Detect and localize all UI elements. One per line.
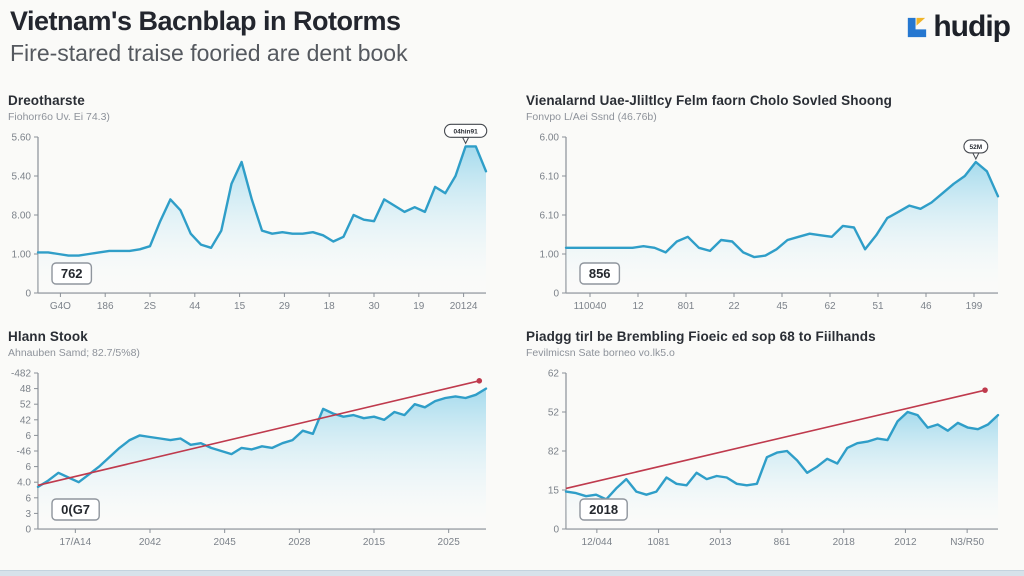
svg-text:62: 62: [824, 301, 836, 312]
svg-text:6.00: 6.00: [540, 133, 560, 144]
area-chart: 5.60 5.40 8.00 1.00 0 G4O 186 2S 44 15 29 18 30 19 201…: [12, 123, 488, 312]
svg-text:82: 82: [548, 447, 560, 458]
chart-title: Hlann Stook: [8, 329, 88, 345]
area-chart: 6.00 6.10 6.10 1.00 0 110040 12 801 22 45 62 51 46 19…: [540, 133, 1000, 312]
svg-text:2013: 2013: [709, 537, 732, 548]
svg-text:110040: 110040: [574, 301, 607, 312]
svg-text:6: 6: [25, 462, 31, 473]
svg-text:2018: 2018: [589, 502, 618, 517]
svg-text:1.00: 1.00: [540, 250, 560, 261]
svg-text:4.0: 4.0: [17, 478, 31, 489]
svg-text:6.10: 6.10: [540, 172, 560, 183]
svg-text:6.10: 6.10: [540, 211, 560, 222]
svg-text:12: 12: [632, 301, 644, 312]
svg-text:0: 0: [553, 525, 559, 536]
svg-text:29: 29: [279, 301, 291, 312]
svg-text:861: 861: [774, 537, 791, 548]
charts-grid: Dreotharste Fiohorr6o Uv. Ei 74.3) 5.60 5…: [0, 93, 1024, 549]
svg-text:19: 19: [413, 301, 425, 312]
brand-logo-text: hudip: [933, 10, 1011, 43]
svg-text:856: 856: [589, 266, 611, 281]
chart-panel-top-left: Dreotharste Fiohorr6o Uv. Ei 74.3) 5.60 5…: [8, 93, 508, 313]
svg-text:0(G7: 0(G7: [61, 502, 90, 517]
svg-text:2015: 2015: [363, 537, 386, 548]
svg-text:2S: 2S: [144, 301, 157, 312]
chart-panel-bottom-left: Hlann Stook Ahnauben Samd; 82.7/5%8) -48…: [8, 329, 508, 549]
area-chart: -482 48 52 42 6 -46 6 4.0 6 3 0 17/A14 2042 2045 2028 2…: [11, 369, 488, 548]
svg-text:30: 30: [368, 301, 380, 312]
svg-text:2012: 2012: [894, 537, 917, 548]
svg-text:0: 0: [25, 289, 31, 300]
header-titles: Vietnam's Bacnblap in Rotorms Fire-stare…: [10, 6, 408, 67]
chart-panel-top-right: Vienalarnd Uae-Jliltlcy Felm faorn Cholo…: [526, 93, 1020, 313]
svg-text:801: 801: [678, 301, 695, 312]
svg-text:52M: 52M: [970, 144, 983, 151]
svg-text:17/A14: 17/A14: [59, 537, 91, 548]
svg-text:45: 45: [776, 301, 788, 312]
l-mark-icon: [903, 14, 930, 41]
bottom-strip: [0, 570, 1024, 576]
svg-text:2042: 2042: [139, 537, 162, 548]
chart-subtitle: Fonvpo L/Aei Ssnd (46.76b): [526, 111, 657, 124]
chart-title: Vienalarnd Uae-Jliltlcy Felm faorn Cholo…: [526, 93, 892, 109]
page-subtitle: Fire-stared traise fooried are dent book: [10, 40, 408, 67]
svg-text:20124: 20124: [450, 301, 478, 312]
svg-text:5.40: 5.40: [12, 172, 32, 183]
svg-text:8.00: 8.00: [12, 211, 32, 222]
header: Vietnam's Bacnblap in Rotorms Fire-stare…: [0, 0, 1024, 67]
svg-text:0: 0: [25, 525, 31, 536]
svg-text:0: 0: [553, 289, 559, 300]
svg-text:762: 762: [61, 266, 83, 281]
svg-text:2018: 2018: [833, 537, 856, 548]
svg-text:52: 52: [548, 408, 560, 419]
svg-text:62: 62: [548, 369, 560, 380]
brand-logo: hudip: [903, 10, 1011, 44]
svg-text:12/044: 12/044: [582, 537, 613, 548]
svg-text:199: 199: [966, 301, 983, 312]
svg-text:186: 186: [97, 301, 114, 312]
svg-text:48: 48: [20, 384, 32, 395]
chart-title: Dreotharste: [8, 93, 85, 109]
chart-subtitle: Fevilmicsn Sate borneo vo.lk5.o: [526, 347, 675, 360]
svg-text:15: 15: [548, 486, 560, 497]
area-chart: 62 52 82 15 0 12/044 1081 2013 861 2018 2012 N3/R50…: [548, 369, 1000, 548]
chart-panel-bottom-right: Piadgg tirl be Brembling Fioeic ed sop 6…: [526, 329, 1020, 549]
chart-subtitle: Fiohorr6o Uv. Ei 74.3): [8, 111, 110, 124]
svg-text:42: 42: [20, 415, 32, 426]
svg-text:04hin91: 04hin91: [454, 128, 479, 135]
svg-text:5.60: 5.60: [12, 133, 32, 144]
page-title: Vietnam's Bacnblap in Rotorms: [10, 6, 401, 36]
svg-text:22: 22: [728, 301, 740, 312]
svg-text:G4O: G4O: [50, 301, 71, 312]
svg-text:2045: 2045: [214, 537, 237, 548]
svg-text:46: 46: [920, 301, 932, 312]
svg-text:18: 18: [324, 301, 336, 312]
svg-text:52: 52: [20, 400, 32, 411]
svg-text:15: 15: [234, 301, 246, 312]
svg-text:N3/R50: N3/R50: [950, 537, 984, 548]
svg-text:3: 3: [25, 509, 31, 520]
svg-text:44: 44: [189, 301, 201, 312]
svg-text:-46: -46: [17, 447, 32, 458]
svg-text:6: 6: [25, 493, 31, 504]
svg-text:-482: -482: [11, 369, 31, 380]
svg-text:51: 51: [872, 301, 884, 312]
chart-title: Piadgg tirl be Brembling Fioeic ed sop 6…: [526, 329, 876, 345]
svg-text:2025: 2025: [438, 537, 461, 548]
svg-text:2028: 2028: [288, 537, 311, 548]
svg-text:1081: 1081: [647, 537, 670, 548]
svg-text:1.00: 1.00: [12, 250, 32, 261]
svg-text:6: 6: [25, 431, 31, 442]
chart-subtitle: Ahnauben Samd; 82.7/5%8): [8, 347, 140, 360]
